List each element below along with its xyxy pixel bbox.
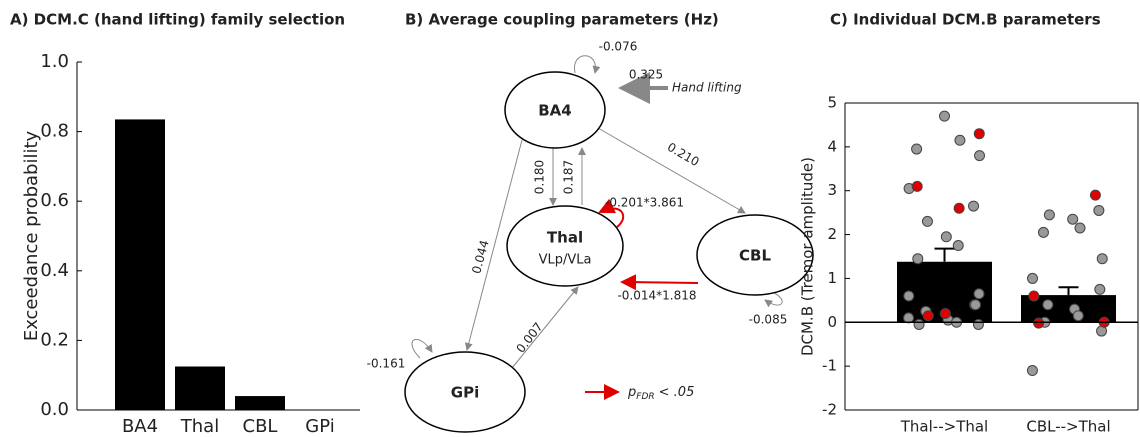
- input-label: Hand lifting: [672, 81, 742, 95]
- bar: [235, 396, 285, 410]
- x-tick-label: Thal-->Thal: [900, 418, 988, 436]
- self-loop: [411, 339, 433, 359]
- y-tick-label: 0.6: [40, 190, 69, 211]
- edge-label: -0.076: [599, 40, 638, 54]
- data-point: [1043, 209, 1055, 221]
- node: [696, 214, 814, 296]
- node: [404, 351, 526, 433]
- data-point: [1089, 189, 1101, 201]
- legend-subscript: FDR: [636, 392, 654, 402]
- edge: [464, 139, 523, 351]
- data-point: [911, 143, 923, 155]
- bar: [115, 119, 165, 411]
- data-point: [973, 288, 985, 300]
- data-point: [954, 134, 966, 146]
- edge: [620, 274, 699, 291]
- data-point: [922, 310, 934, 322]
- edge-label: 0.007: [514, 320, 546, 356]
- edge: [597, 127, 746, 214]
- data-point: [903, 290, 915, 302]
- data-point: [912, 253, 924, 265]
- node-sublabel: VLp/VLa: [539, 253, 592, 268]
- edge: [511, 286, 579, 369]
- data-point: [974, 150, 986, 162]
- y-tick-label: 0.2: [40, 329, 69, 350]
- edge-label: -0.014*1.818: [617, 289, 696, 303]
- legend-symbol: p: [627, 385, 636, 400]
- data-point: [1028, 290, 1040, 302]
- y-tick-label: 0.0: [40, 399, 69, 420]
- y-tick-label: -1: [822, 357, 837, 375]
- node-label: CBL: [739, 247, 771, 265]
- data-point: [1027, 272, 1039, 284]
- edge-label: -0.085: [749, 313, 788, 327]
- x-tick-label: Thal: [180, 416, 219, 437]
- y-tick-label: 0.4: [40, 260, 69, 281]
- data-point: [921, 215, 933, 227]
- y-tick-label: 3: [827, 181, 837, 199]
- data-point: [970, 299, 982, 311]
- x-tick-label: BA4: [122, 416, 158, 437]
- node: [506, 205, 624, 287]
- edge-label: 0.210: [665, 140, 702, 169]
- data-point: [1037, 226, 1049, 238]
- x-tick-label: CBL-->Thal: [1026, 418, 1110, 436]
- edge-label: -0.161: [367, 357, 406, 371]
- bar: [175, 366, 225, 410]
- legend-text: < .05: [659, 385, 695, 400]
- node-label: GPi: [451, 384, 479, 402]
- data-point: [911, 180, 923, 192]
- data-point: [972, 318, 984, 330]
- chart-title: C) Individual DCM.B parameters: [830, 11, 1101, 29]
- data-point: [1094, 283, 1106, 295]
- node: [504, 71, 606, 149]
- error-bar: [1058, 286, 1079, 296]
- data-point: [1033, 317, 1045, 329]
- y-tick-label: 1.0: [40, 51, 69, 72]
- chart-title: A) DCM.C (hand lifting) family selection: [10, 11, 345, 29]
- edge-label: -0.201*3.861: [605, 196, 684, 210]
- data-point: [1026, 365, 1038, 377]
- diagram: B) Average coupling parameters (Hz) -0.0…: [367, 11, 814, 433]
- data-point: [1072, 310, 1084, 322]
- data-point: [939, 110, 950, 122]
- data-point: [1042, 299, 1054, 311]
- data-point: [1096, 253, 1108, 265]
- data-point: [953, 202, 965, 214]
- x-tick-label: CBL: [243, 416, 278, 437]
- diagram-title: B) Average coupling parameters (Hz): [405, 11, 719, 29]
- data-point: [973, 128, 985, 140]
- edge-label: 0.325: [629, 68, 663, 82]
- data-point: [1067, 213, 1079, 225]
- data-point: [940, 231, 952, 243]
- error-bar: [934, 247, 955, 262]
- edge-label: 0.180: [533, 160, 547, 194]
- data-point: [913, 318, 925, 330]
- data-point: [903, 312, 915, 324]
- data-point: [939, 308, 951, 320]
- data-point: [1074, 222, 1086, 234]
- y-tick-label: -2: [822, 401, 837, 419]
- data-point: [952, 240, 964, 252]
- x-tick-label: GPi: [305, 416, 334, 437]
- frame: [845, 102, 1139, 410]
- y-tick-label: 5: [827, 94, 837, 112]
- y-tick-label: 2: [827, 225, 837, 243]
- y-tick-label: 4: [827, 137, 837, 155]
- y-tick-label: 0.8: [40, 121, 69, 142]
- self-loop: [764, 291, 783, 308]
- y-tick-label: 0: [827, 313, 837, 331]
- data-point: [1093, 204, 1105, 216]
- legend-label: pFDR < .05: [627, 385, 694, 402]
- self-loop: [574, 55, 601, 74]
- y-axis-label: Exceedance probability: [21, 130, 42, 341]
- y-axis-label: DCM.B (Tremor amplitude): [799, 157, 817, 356]
- node-label: Thal: [547, 229, 583, 247]
- node-label: BA4: [538, 102, 571, 120]
- edge-label: 0.187: [562, 160, 576, 194]
- data-point: [968, 200, 980, 212]
- y-tick-label: 1: [827, 269, 837, 287]
